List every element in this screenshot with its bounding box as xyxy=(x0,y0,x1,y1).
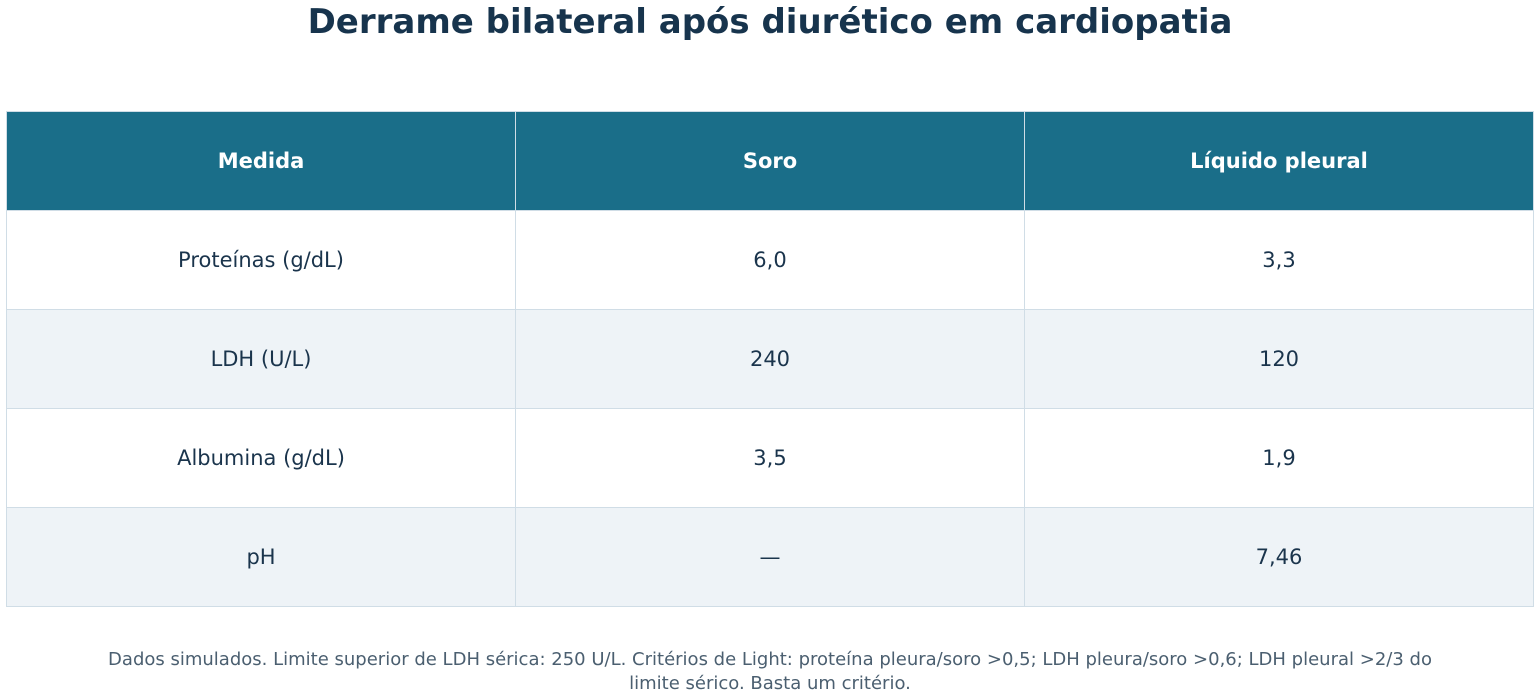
table-row: LDH (U/L) 240 120 xyxy=(6,309,1534,409)
footnote: Dados simulados. Limite superior de LDH … xyxy=(108,649,1432,694)
column-header-medida: Medida xyxy=(6,111,516,211)
table-cell-measure: LDH (U/L) xyxy=(6,309,516,409)
table-cell-pleural: 120 xyxy=(1024,309,1534,409)
table-cell-measure: pH xyxy=(6,507,516,607)
table-row: Proteínas (g/dL) 6,0 3,3 xyxy=(6,210,1534,310)
table-cell-serum: 3,5 xyxy=(515,408,1025,508)
table-cell-pleural: 1,9 xyxy=(1024,408,1534,508)
column-header-soro: Soro xyxy=(515,111,1025,211)
table-cell-measure: Albumina (g/dL) xyxy=(6,408,516,508)
data-table: Medida Soro Líquido pleural Proteínas (g… xyxy=(6,111,1534,607)
table-cell-pleural: 7,46 xyxy=(1024,507,1534,607)
column-header-liquido-pleural: Líquido pleural xyxy=(1024,111,1534,211)
table-cell-measure: Proteínas (g/dL) xyxy=(6,210,516,310)
table-row: Albumina (g/dL) 3,5 1,9 xyxy=(6,408,1534,508)
table-header-row: Medida Soro Líquido pleural xyxy=(6,111,1534,211)
table-cell-pleural: 3,3 xyxy=(1024,210,1534,310)
table-cell-serum: — xyxy=(515,507,1025,607)
table-cell-serum: 6,0 xyxy=(515,210,1025,310)
table-cell-serum: 240 xyxy=(515,309,1025,409)
chart-title: Derrame bilateral após diurético em card… xyxy=(307,2,1233,42)
table-row: pH — 7,46 xyxy=(6,507,1534,607)
